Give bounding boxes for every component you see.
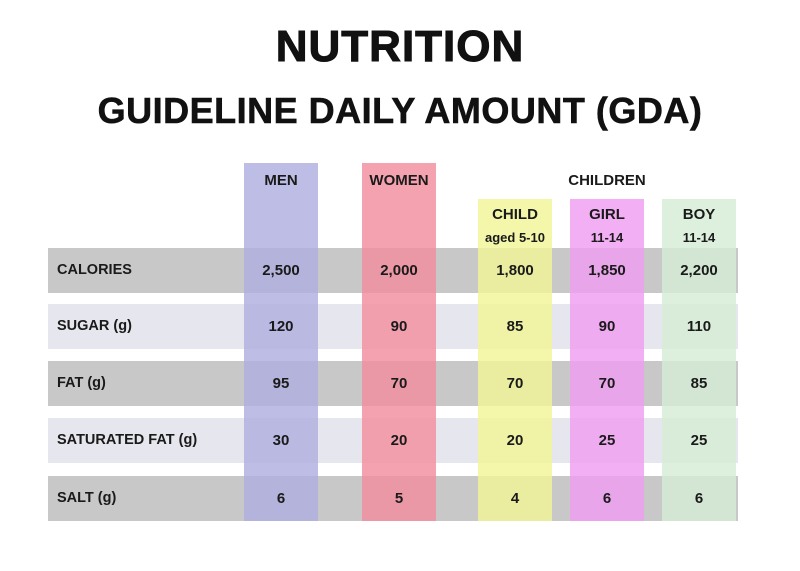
column-subheader-child: aged 5-10 <box>485 230 545 245</box>
table-cell: 20 <box>390 432 408 449</box>
table-cell: 90 <box>598 318 616 335</box>
table-cell: 110 <box>686 318 712 335</box>
table-cell: 120 <box>268 318 294 335</box>
table-cell: 25 <box>690 432 708 449</box>
column-child <box>478 199 552 521</box>
column-subheader-girl: 11-14 <box>590 230 624 245</box>
column-men <box>244 163 318 521</box>
row-label: CALORIES <box>57 262 132 278</box>
column-header-women: WOMEN <box>369 172 429 189</box>
table-cell: 70 <box>506 375 524 392</box>
group-label-children: CHILDREN <box>568 172 646 189</box>
table-cell: 95 <box>272 375 290 392</box>
table-cell: 90 <box>390 318 408 335</box>
table-cell: 2,500 <box>262 262 300 279</box>
table-cell: 2,200 <box>680 262 718 279</box>
column-subheader-boy: 11-14 <box>682 230 716 245</box>
row-label: SALT (g) <box>57 490 117 506</box>
table-cell: 1,850 <box>588 262 626 279</box>
table-cell: 6 <box>694 490 704 507</box>
chart-title: NUTRITION <box>275 22 525 72</box>
column-header-boy: BOY <box>682 206 716 223</box>
row-label: SUGAR (g) <box>57 318 132 334</box>
table-cell: 25 <box>598 432 616 449</box>
table-cell: 6 <box>276 490 286 507</box>
table-cell: 30 <box>272 432 290 449</box>
column-header-girl: GIRL <box>589 206 625 223</box>
row-label: FAT (g) <box>57 375 106 391</box>
table-cell: 5 <box>394 490 404 507</box>
table-cell: 20 <box>506 432 524 449</box>
table-cell: 2,000 <box>380 262 418 279</box>
table-cell: 6 <box>602 490 612 507</box>
column-header-men: MEN <box>264 172 298 189</box>
table-cell: 1,800 <box>496 262 534 279</box>
table-cell: 70 <box>390 375 408 392</box>
chart-subtitle: GUIDELINE DAILY AMOUNT (GDA) <box>97 90 703 132</box>
table-cell: 85 <box>506 318 524 335</box>
table-cell: 70 <box>598 375 616 392</box>
table-cell: 4 <box>510 490 520 507</box>
column-women <box>362 163 436 521</box>
column-boy <box>662 199 736 521</box>
column-girl <box>570 199 644 521</box>
column-header-child: CHILD <box>492 206 538 223</box>
row-label: SATURATED FAT (g) <box>57 432 198 448</box>
table-cell: 85 <box>690 375 708 392</box>
